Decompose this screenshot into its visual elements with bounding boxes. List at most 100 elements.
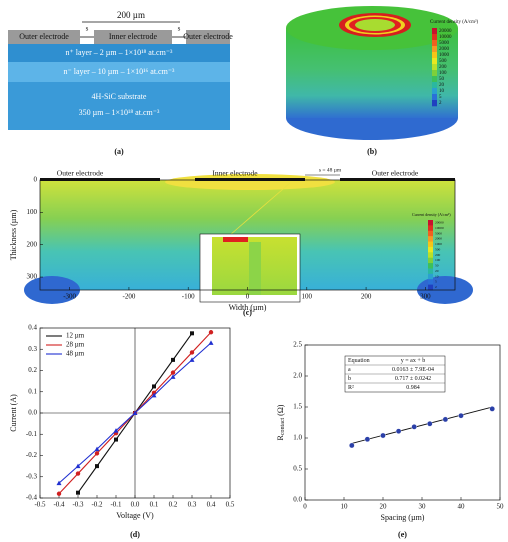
electrode: [186, 30, 230, 44]
y-tick-label: 0.0: [28, 409, 37, 417]
colorbar-label: 2: [439, 101, 442, 106]
x-tick-label: 0.4: [207, 501, 216, 509]
colorbar-label: 10: [439, 89, 445, 94]
y-tick-label: 200: [27, 240, 38, 248]
y-tick-label: -0.4: [26, 494, 38, 502]
y-axis-label: Current (A): [9, 394, 18, 432]
colorbar-label: 200: [439, 65, 447, 70]
x-tick-label: 40: [458, 503, 466, 511]
table-cell: y = ax + b: [401, 358, 425, 364]
legend-label: 48 µm: [66, 350, 85, 358]
colorbar-swatch: [428, 268, 433, 275]
colorbar-label: 5000: [439, 41, 450, 46]
marker: [208, 340, 214, 345]
colorbar-swatch: [432, 76, 437, 83]
x-tick-label: 0: [303, 503, 307, 511]
layer-label: n⁺ layer – 2 µm – 1×10¹⁸ at.cm⁻³: [66, 48, 174, 57]
dimension: 200 µm: [117, 10, 145, 20]
n-plus-layer: [8, 44, 230, 62]
colorbar-label: 20000: [439, 29, 452, 34]
colorbar-label: 5: [439, 95, 442, 100]
panel-a: 200 µm s s Outer electrode Inner electro…: [8, 10, 233, 156]
x-tick-label: -0.5: [34, 501, 46, 509]
y-tick-label: 0.2: [28, 366, 37, 374]
marker: [94, 446, 100, 452]
colorbar-swatch: [432, 28, 437, 35]
colorbar-label: 10: [435, 274, 439, 278]
current-ring: [355, 19, 395, 31]
x-tick-label: 0.0: [131, 501, 140, 509]
x-tick-label: -0.4: [53, 501, 65, 509]
point: [395, 428, 402, 434]
colorbar-swatch: [428, 241, 433, 248]
panel-b: Current density (A/cm²) 2000010000500020…: [286, 6, 478, 156]
marker: [208, 330, 214, 335]
y-axis-label-main: R: [276, 434, 285, 440]
colorbar-swatch: [428, 236, 433, 242]
table-cell: R²: [348, 385, 354, 391]
y-tick-label: 2.5: [293, 341, 302, 349]
y-tick-label: 0.1: [28, 387, 37, 395]
colorbar-swatch: [428, 225, 433, 232]
colorbar-label: 20000: [435, 220, 444, 224]
colorbar-label: 100: [435, 258, 441, 262]
x-tick-label: 300: [420, 293, 431, 301]
colorbar-label: 5: [435, 280, 437, 284]
colorbar-label: 500: [435, 247, 441, 251]
table-cell: 0.984: [406, 385, 420, 391]
point: [458, 412, 464, 419]
y-tick-label: -0.1: [26, 430, 38, 438]
marker: [113, 428, 119, 433]
annotation: Outer electrode: [57, 169, 104, 178]
colorbar-swatch: [428, 252, 433, 258]
x-tick-label: 0.5: [226, 501, 235, 509]
colorbar-swatch: [432, 46, 437, 53]
marker: [56, 491, 62, 496]
inset-pointer: [229, 182, 291, 236]
legend-label: 28 µm: [66, 341, 85, 349]
electrode: [340, 178, 455, 181]
y-tick-label: 0: [34, 176, 38, 184]
colorbar-swatch: [428, 263, 433, 269]
point: [348, 442, 355, 449]
table-cell: b: [348, 376, 351, 382]
electrode: [195, 178, 305, 181]
marker: [94, 451, 100, 456]
marker: [75, 463, 81, 469]
colorbar-swatch: [428, 279, 433, 285]
electrode-label: Outer electrode: [19, 32, 69, 41]
x-axis-label: Voltage (V): [116, 511, 154, 520]
inset-field: [249, 242, 261, 295]
point: [489, 406, 496, 412]
x-tick-label: 0.2: [169, 501, 178, 509]
colorbar-swatch: [428, 257, 433, 264]
annotation: s = 48 µm: [319, 167, 342, 173]
y-tick-label: 0.3: [28, 345, 37, 353]
x-tick-label: 0.3: [188, 501, 197, 509]
x-tick-label: -100: [182, 293, 195, 301]
spacing: s: [178, 25, 181, 33]
y-axis-label: Rcontact(Ω): [276, 404, 287, 440]
x-tick-label: 0.1: [150, 501, 159, 509]
colorbar-label: 500: [439, 59, 447, 64]
annotation: Inner electrode: [212, 169, 258, 178]
colorbar-swatch: [428, 273, 433, 280]
annotation: Outer electrode: [372, 169, 419, 178]
y-tick-label: 1.5: [293, 403, 302, 411]
n-minus-layer: [8, 62, 230, 82]
colorbar-swatch: [432, 64, 437, 71]
colorbar-label: 1000: [435, 242, 442, 246]
electrode: [94, 30, 172, 44]
y-tick-label: 100: [27, 208, 38, 216]
y-tick-label: 0.4: [28, 324, 37, 332]
inset-field: [223, 237, 248, 242]
y-tick-label: 1.0: [293, 434, 302, 442]
x-tick-label: 30: [419, 503, 427, 511]
panel-label: (a): [114, 147, 124, 156]
y-tick-label: 0.5: [293, 465, 302, 473]
colorbar-label: 20: [439, 83, 445, 88]
electrode-label: Inner electrode: [109, 32, 158, 41]
point: [426, 420, 433, 427]
colorbar-swatch: [432, 40, 437, 47]
marker: [76, 490, 80, 495]
